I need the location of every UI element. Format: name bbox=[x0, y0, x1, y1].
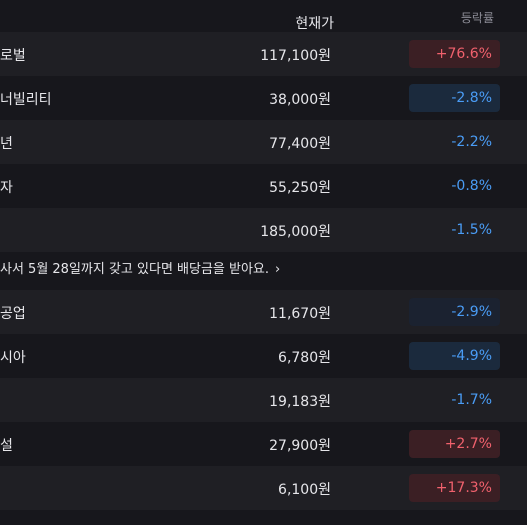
change-badge: -1.7% bbox=[451, 392, 492, 408]
table-row[interactable]: 19,183원 -1.7% bbox=[0, 378, 527, 422]
change-badge: -4.9% bbox=[409, 342, 500, 370]
stock-price: 77,400원 bbox=[269, 136, 331, 152]
dividend-notice[interactable]: 사서 5월 28일까지 갖고 있다면 배당금을 받아요. › bbox=[0, 252, 527, 290]
change-badge: -2.8% bbox=[409, 84, 500, 112]
table-header: 현재가 등락률 bbox=[0, 0, 527, 32]
price-column-header[interactable]: 현재가 bbox=[295, 16, 334, 32]
stock-name: 로벌 bbox=[0, 48, 26, 64]
change-badge: -0.8% bbox=[451, 178, 492, 194]
stock-name: 너빌리티 bbox=[0, 92, 52, 108]
stock-name: 공업 bbox=[0, 306, 26, 322]
table-row[interactable]: 자 55,250원 -0.8% bbox=[0, 164, 527, 208]
stock-name: 년 bbox=[0, 136, 13, 152]
change-badge: +76.6% bbox=[409, 40, 500, 68]
table-row[interactable]: 너빌리티 38,000원 -2.8% bbox=[0, 76, 527, 120]
stock-name: 자 bbox=[0, 180, 13, 196]
change-badge: +17.3% bbox=[409, 474, 500, 502]
change-badge: +2.7% bbox=[409, 430, 500, 458]
change-badge: -2.2% bbox=[451, 134, 492, 150]
stock-price: 38,000원 bbox=[269, 92, 331, 108]
table-row[interactable]: 설 27,900원 +2.7% bbox=[0, 422, 527, 466]
table-row[interactable]: 6,100원 +17.3% bbox=[0, 466, 527, 510]
dividend-notice-text: 사서 5월 28일까지 갖고 있다면 배당금을 받아요. bbox=[0, 262, 270, 277]
stock-price: 19,183원 bbox=[269, 394, 331, 410]
stock-price: 117,100원 bbox=[260, 48, 331, 64]
table-row[interactable]: 공업 11,670원 -2.9% bbox=[0, 290, 527, 334]
stock-price: 6,780원 bbox=[278, 350, 331, 366]
stock-name: 설 bbox=[0, 438, 13, 454]
change-badge: -2.9% bbox=[409, 298, 500, 326]
table-row[interactable]: 로벌 117,100원 +76.6% bbox=[0, 32, 527, 76]
table-row[interactable]: 년 77,400원 -2.2% bbox=[0, 120, 527, 164]
table-row[interactable]: 185,000원 -1.5% bbox=[0, 208, 527, 252]
stock-price: 6,100원 bbox=[278, 482, 331, 498]
stock-price: 11,670원 bbox=[269, 306, 331, 322]
change-badge: -1.5% bbox=[451, 222, 492, 238]
stock-price: 185,000원 bbox=[260, 224, 331, 240]
stock-name: 시아 bbox=[0, 350, 26, 366]
chevron-right-icon: › bbox=[275, 262, 281, 277]
stock-price: 27,900원 bbox=[269, 438, 331, 454]
change-column-header[interactable]: 등락률 bbox=[460, 11, 494, 25]
stock-price: 55,250원 bbox=[269, 180, 331, 196]
table-row[interactable]: 시아 6,780원 -4.9% bbox=[0, 334, 527, 378]
